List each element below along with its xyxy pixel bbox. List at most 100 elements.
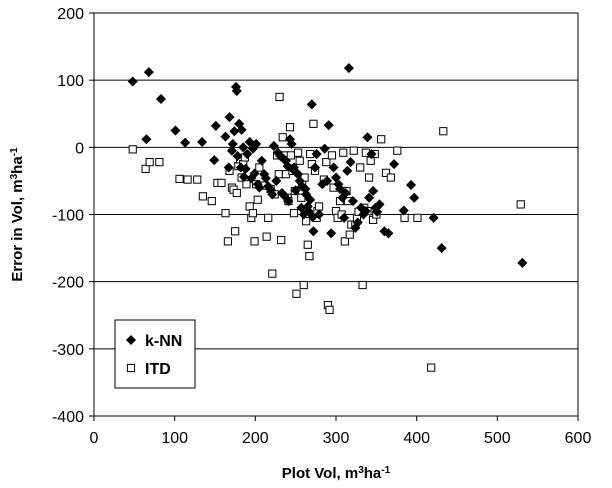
knn-point [267, 189, 278, 200]
axis-ticks [89, 12, 579, 421]
itd-point [322, 158, 331, 167]
itd-point [128, 145, 137, 154]
knn-point [347, 196, 358, 207]
knn-point [268, 140, 279, 152]
y-tick-label: -200 [52, 275, 84, 292]
x-tick-label: 200 [242, 430, 269, 447]
itd-point [309, 119, 318, 128]
knn-point [210, 120, 221, 131]
itd-point [356, 163, 365, 172]
knn-point [360, 206, 371, 217]
knn-point [436, 243, 447, 254]
x-tick-label: 300 [323, 430, 350, 447]
knn-point [364, 192, 375, 203]
itd-point [339, 148, 348, 157]
itd-point [295, 156, 304, 165]
knn-point [366, 149, 377, 160]
knn-point [260, 173, 271, 184]
itd-point [314, 202, 324, 211]
knn-point [249, 168, 260, 179]
itd-point [250, 237, 259, 246]
knn-point [170, 125, 181, 136]
itd-point [207, 196, 216, 206]
itd-point [413, 213, 422, 222]
knn-point [141, 134, 152, 145]
tick-labels: 0 100 200 300 400 500 600 200 100 0 -100 -200 -300 -4… [52, 6, 591, 447]
y-tick-label: -300 [52, 342, 84, 359]
knn-point [517, 257, 528, 268]
itd-point [155, 158, 164, 167]
itd-point [358, 280, 367, 290]
knn-point [283, 196, 294, 207]
itd-point [292, 289, 301, 298]
itd-point [248, 209, 258, 218]
knn-point [368, 185, 379, 197]
x-tick-label: 0 [90, 430, 99, 447]
knn-point [232, 151, 243, 162]
series-k-nn [127, 63, 528, 268]
itd-point [349, 146, 358, 155]
knn-point [155, 93, 166, 104]
itd-point [253, 195, 262, 204]
itd-point [302, 217, 311, 226]
knn-point [323, 120, 334, 131]
itd-point [393, 146, 402, 155]
knn-point [238, 142, 249, 153]
itd-point [278, 133, 287, 142]
itd-point [232, 188, 241, 198]
itd-point [255, 163, 264, 172]
itd-point [193, 175, 202, 184]
itd-point [427, 363, 436, 372]
data-points [127, 63, 528, 372]
knn-point [339, 212, 350, 223]
itd-point [277, 235, 286, 245]
itd-point [377, 135, 386, 144]
knn-point [224, 112, 235, 123]
knn-point [223, 162, 234, 173]
itd-point [327, 151, 337, 160]
legend-box [114, 319, 196, 389]
knn-point [127, 76, 138, 87]
itd-point [400, 213, 409, 222]
knn-point [335, 183, 346, 195]
itd-point [245, 202, 254, 211]
knn-point [240, 163, 251, 174]
knn-point [290, 185, 301, 196]
knn-point [389, 159, 400, 170]
itd-point [381, 168, 391, 177]
knn-point [374, 199, 385, 210]
itd-point [345, 230, 354, 239]
knn-point [271, 175, 282, 186]
knn-point [308, 226, 319, 237]
knn-point [306, 99, 317, 110]
knn-point [229, 126, 240, 137]
itd-point [386, 173, 395, 182]
knn-point [342, 165, 353, 176]
knn-point [398, 205, 409, 216]
itd-point [305, 252, 314, 261]
x-tick-label: 400 [403, 430, 430, 447]
legend-marker-knn [125, 334, 137, 346]
itd-point [221, 209, 230, 218]
itd-point [223, 237, 233, 246]
itd-point [325, 305, 334, 314]
knn-point [405, 179, 417, 190]
knn-point [220, 131, 231, 142]
knn-point [227, 138, 238, 149]
legend-label-knn: k-NN [145, 333, 182, 350]
knn-point [345, 157, 356, 168]
knn-point [362, 132, 373, 143]
knn-point [209, 155, 220, 166]
itd-point [231, 227, 240, 236]
knn-point [340, 187, 351, 199]
y-tick-label: -400 [52, 409, 84, 426]
y-tick-label: -100 [52, 208, 84, 225]
x-tick-label: 500 [484, 430, 511, 447]
x-tick-label: 100 [161, 430, 188, 447]
legend-marker-itd [126, 363, 136, 373]
legend-label-itd: ITD [145, 361, 171, 378]
legend: k-NN ITD [114, 319, 196, 389]
knn-point [305, 194, 316, 205]
knn-point [282, 161, 293, 172]
itd-point [183, 175, 192, 184]
